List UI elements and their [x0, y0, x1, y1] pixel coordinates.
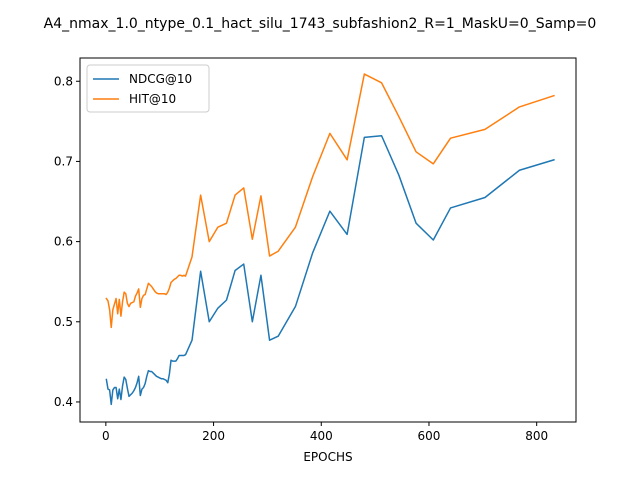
y-tick-label: 0.7	[54, 154, 73, 168]
legend-box	[86, 64, 210, 113]
y-tick-label: 0.4	[54, 395, 73, 409]
x-tick-label: 600	[418, 429, 441, 443]
series-layer	[105, 73, 555, 406]
x-axis-label: EPOCHS	[303, 450, 352, 464]
x-tick-label: 0	[102, 429, 110, 443]
axes-frame	[79, 57, 577, 423]
chart-title: A4_nmax_1.0_ntype_0.1_hact_silu_1743_sub…	[44, 16, 597, 32]
y-tick-label: 0.5	[54, 315, 73, 329]
series-line-hit-10	[105, 73, 555, 329]
legend-label: HIT@10	[129, 92, 176, 106]
x-axis: 0 200 400 600 800	[102, 422, 548, 443]
series-line-ndcg-10	[105, 135, 555, 406]
y-axis: 0.4 0.5 0.6 0.7 0.8	[54, 74, 80, 409]
y-tick-label: 0.6	[54, 235, 73, 249]
x-tick-label: 400	[310, 429, 333, 443]
x-tick-label: 800	[525, 429, 548, 443]
y-tick-label: 0.8	[54, 74, 73, 88]
x-tick-label: 200	[202, 429, 225, 443]
legend: NDCG@10 HIT@10	[86, 64, 210, 113]
legend-label: NDCG@10	[129, 72, 192, 86]
